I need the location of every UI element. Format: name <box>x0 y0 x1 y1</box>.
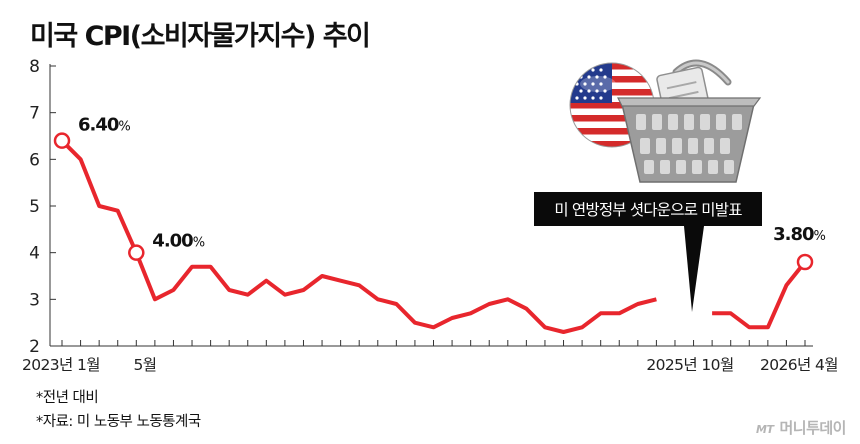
footnote-yoy: *전년 대비 <box>36 390 99 406</box>
x-axis-label: 5월 <box>134 356 157 374</box>
x-axis-label: 2023년 1월 <box>22 356 100 374</box>
series-line <box>712 260 807 330</box>
y-tick-label: 8 <box>29 57 40 77</box>
shutdown-annotation: 미 연방정부 셧다운으로 미발표 <box>534 192 762 312</box>
watermark-mark: MT <box>756 423 774 436</box>
illustration <box>569 59 762 183</box>
chart-title: 미국 CPI(소비자물가지수) 추이 <box>30 21 371 52</box>
highlight-markers <box>53 132 814 271</box>
value-callout: 3.80% <box>773 224 825 245</box>
callout-unit: % <box>814 229 826 244</box>
y-tick-label: 3 <box>29 290 40 310</box>
highlight-marker <box>796 253 814 271</box>
callout-unit: % <box>118 120 130 135</box>
x-axis-ticks <box>61 340 806 346</box>
y-tick-label: 4 <box>29 244 40 264</box>
publisher-watermark: MT 머니투데이 <box>756 417 846 438</box>
shopping-basket-icon <box>617 59 762 183</box>
callout-value: 4.00 <box>152 231 193 252</box>
x-axis-label: 2025년 10월 <box>646 356 733 374</box>
highlight-marker <box>128 244 145 261</box>
value-callout: 6.40% <box>78 115 130 136</box>
annotation-box <box>534 192 762 226</box>
footnote-source: *자료: 미 노동부 노동통계국 <box>36 414 201 430</box>
series-line <box>60 139 657 334</box>
y-tick-label: 2 <box>29 337 40 357</box>
value-callout: 4.00% <box>152 231 204 252</box>
y-tick-label: 7 <box>29 104 40 124</box>
annotation-text: 미 연방정부 셧다운으로 미발표 <box>554 201 742 219</box>
y-tick-label: 5 <box>29 197 40 217</box>
callout-value: 6.40 <box>78 115 119 136</box>
cpi-series <box>60 139 807 334</box>
y-axis-ticks: 2 3 4 5 6 7 8 <box>29 57 56 357</box>
y-tick-label: 6 <box>29 150 40 170</box>
value-callouts: 6.40%4.00% 3.80% <box>78 115 827 252</box>
x-axis-labels: 2023년 1월 5월 2025년 10월 2026년 4월 <box>22 356 839 374</box>
callout-value: 3.80 <box>773 224 814 245</box>
x-axis-label: 2026년 4월 <box>760 356 838 374</box>
annotation-pointer <box>684 226 704 312</box>
callout-unit: % <box>193 236 205 251</box>
watermark-brand: 머니투데이 <box>779 419 846 437</box>
highlight-marker <box>53 132 71 149</box>
